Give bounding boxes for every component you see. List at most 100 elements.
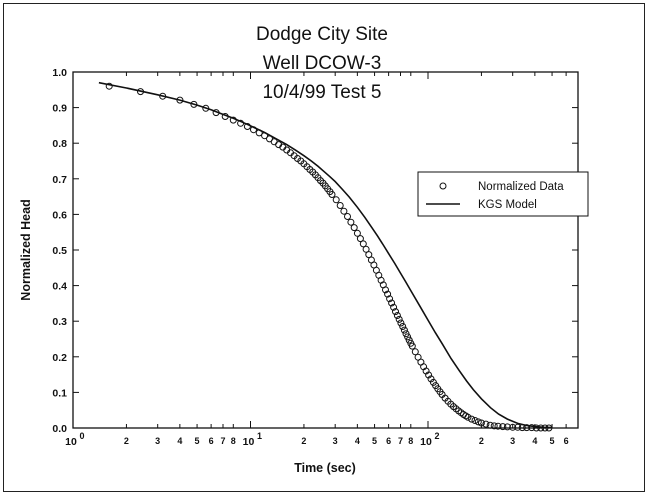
data-point	[393, 312, 401, 319]
data-point	[503, 423, 511, 431]
data-point	[365, 251, 373, 259]
legend: Normalized Data KGS Model	[417, 171, 589, 217]
data-point	[176, 96, 184, 104]
x-axis-label: Time (sec)	[294, 461, 356, 475]
y-tick-label: 0.8	[52, 138, 67, 150]
data-point	[528, 424, 536, 432]
data-point	[499, 423, 507, 431]
data-point	[545, 424, 553, 432]
y-tick-label: 0.4	[52, 281, 67, 293]
chart-frame	[3, 3, 645, 492]
data-point	[250, 126, 257, 134]
data-point	[390, 303, 398, 311]
legend-marker-circle	[439, 182, 447, 190]
x-minor-tick-label: 6	[564, 436, 569, 446]
legend-label-data: Normalized Data	[478, 181, 564, 193]
data-point	[347, 218, 355, 226]
x-minor-tick-label: 7	[220, 436, 225, 446]
data-point	[270, 138, 278, 146]
y-tick-label: 0.6	[52, 209, 67, 221]
model-series	[98, 81, 553, 429]
x-minor-tick-label: 3	[155, 436, 160, 446]
y-tick-label: 0.7	[52, 174, 67, 186]
data-point	[202, 104, 210, 112]
data-point	[541, 424, 549, 432]
x-tick-label: 10	[243, 436, 255, 448]
y-tick-label: 1.0	[52, 67, 67, 79]
data-point	[397, 319, 405, 327]
data-point	[359, 240, 367, 248]
model-line	[98, 81, 553, 429]
data-point	[190, 100, 198, 108]
title-line-1: Dodge City Site	[256, 24, 388, 45]
x-minor-tick-label: 8	[408, 436, 413, 446]
data-point	[384, 290, 392, 298]
data-point	[427, 375, 435, 383]
x-minor-tick-label: 7	[398, 436, 403, 446]
x-minor-tick-label: 4	[177, 436, 182, 446]
title-line-3: 10/4/99 Test 5	[262, 82, 381, 103]
data-point	[477, 419, 485, 427]
data-point	[255, 129, 263, 137]
data-point	[350, 224, 358, 232]
data-point	[523, 424, 531, 432]
x-tick-exponent: 1	[257, 431, 262, 441]
data-point	[411, 348, 419, 356]
data-point	[340, 207, 348, 215]
data-point	[353, 229, 361, 237]
x-minor-tick-label: 8	[231, 436, 236, 446]
data-point	[486, 421, 494, 429]
data-point	[237, 119, 245, 127]
data-point	[490, 422, 498, 430]
data-point	[464, 413, 472, 421]
data-point	[395, 315, 403, 323]
data-point	[509, 423, 517, 431]
y-tick-label: 0.2	[52, 352, 67, 364]
x-minor-tick-label: 5	[372, 436, 377, 446]
y-tick-label: 0.0	[52, 423, 67, 435]
data-point	[137, 88, 144, 96]
data-point	[537, 424, 545, 432]
data-point	[336, 202, 344, 209]
data-point	[400, 326, 408, 334]
x-minor-tick-label: 2	[479, 436, 484, 446]
legend-box	[417, 171, 589, 217]
chart-title: Dodge City Site Well DCOW-3 10/4/99 Test…	[256, 24, 388, 103]
x-minor-tick-label: 6	[386, 436, 391, 446]
data-point	[518, 424, 526, 432]
data-point	[328, 191, 336, 198]
x-minor-tick-label: 2	[301, 436, 306, 446]
x-tick-label: 10	[420, 436, 432, 448]
x-minor-tick-label: 6	[209, 436, 214, 446]
data-point	[392, 308, 399, 316]
x-minor-tick-label: 3	[510, 436, 515, 446]
plot-area	[72, 71, 579, 429]
data-point	[229, 116, 237, 124]
data-point	[471, 417, 479, 424]
data-point	[344, 213, 351, 220]
data-point	[474, 418, 482, 426]
data-point	[399, 323, 407, 330]
y-tick-label: 0.5	[52, 245, 67, 257]
data-point	[261, 132, 269, 140]
x-axis: 10 0 10 1 10 22 3 4 5 6 7 8 2 3 4 5 6 7 8 2 3 4 5 6	[65, 72, 569, 448]
data-point	[408, 342, 416, 350]
data-point	[494, 422, 502, 430]
data-point	[243, 123, 251, 130]
data-point	[212, 109, 220, 117]
x-tick-exponent: 0	[79, 431, 84, 441]
x-tick-exponent: 2	[434, 431, 439, 441]
data-series	[105, 82, 553, 432]
y-axis: 0.0 0.1 0.2 0.3 0.4 0.5 0.6 0.7 0.8 0.9 1.0	[52, 67, 578, 435]
title-line-2: Well DCOW-3	[263, 53, 382, 74]
data-point	[356, 235, 364, 243]
y-tick-label: 0.1	[52, 387, 67, 399]
data-point	[468, 415, 476, 423]
x-minor-tick-label: 2	[124, 436, 129, 446]
data-point	[482, 420, 490, 428]
data-point	[221, 113, 229, 120]
data-point	[105, 82, 113, 90]
x-minor-tick-label: 4	[355, 436, 360, 446]
data-point	[532, 424, 540, 432]
